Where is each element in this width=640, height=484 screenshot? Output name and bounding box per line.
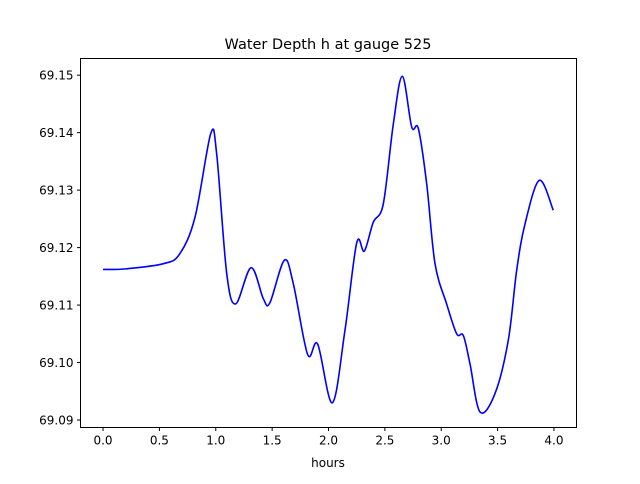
y-axis: 69.09 69.10 69.11 69.12 69.13 69.14 69.15 [39,69,81,428]
y-tick-label: 69.15 [39,69,73,83]
x-tick-label: 4.0 [544,434,563,448]
y-tick-label: 69.12 [39,241,73,255]
x-tick-label: 1.5 [263,434,282,448]
y-tick-label: 69.14 [39,126,73,140]
x-tick-label: 3.0 [432,434,451,448]
x-tick-label: 2.0 [319,434,338,448]
axes-frame [80,58,577,428]
x-tick-label: 2.5 [375,434,394,448]
x-tick-label: 3.5 [488,434,507,448]
x-axis: 0.0 0.5 1.0 1.5 2.0 2.5 3.0 3.5 4.0 [93,427,564,448]
y-tick-label: 69.13 [39,184,73,198]
x-tick-label: 0.5 [150,434,169,448]
x-tick-label: 0.0 [93,434,112,448]
x-axis-label: hours [311,456,345,470]
y-tick-label: 69.09 [39,414,73,428]
chart-title: Water Depth h at gauge 525 [225,37,432,53]
y-tick-label: 69.11 [39,299,73,313]
series-line-h [103,75,555,414]
y-tick-label: 69.10 [39,356,73,370]
x-tick-label: 1.0 [206,434,225,448]
